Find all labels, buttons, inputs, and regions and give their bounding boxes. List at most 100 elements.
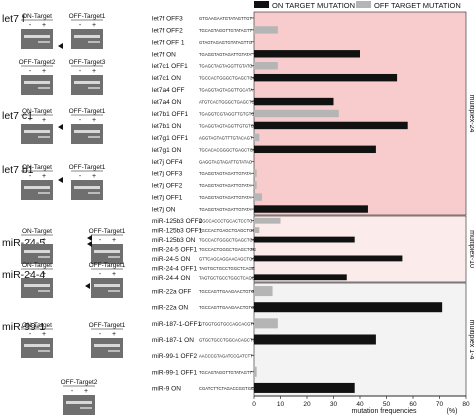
row-sequence: TGCCACTGGGCTGAGCTGG <box>199 76 256 81</box>
row-label: miR-24-5 ON <box>152 256 191 263</box>
bar-off <box>254 62 278 70</box>
row-sequence: GTTCAGCAGGAACAGCTGC <box>199 256 255 261</box>
gel-lane-image <box>91 244 123 264</box>
row-sequence: TGCAGTAGGTTGTATAGTT <box>199 370 252 375</box>
x-tick-label: 0 <box>252 401 256 408</box>
band-arrow-icon <box>85 283 90 289</box>
lane-sign: - <box>79 22 82 29</box>
gel-band <box>94 284 120 287</box>
lane-sign: + <box>92 173 96 180</box>
row-label: let7f OFF2 <box>152 27 183 34</box>
x-tick-label: 50 <box>383 401 391 408</box>
x-tick-label: 30 <box>330 401 338 408</box>
row-sequence: GTAGTAGAGTGTATAGTTG <box>199 40 252 45</box>
gel-band <box>24 186 50 189</box>
lane-sign: - <box>29 68 32 75</box>
lane-sign: + <box>112 331 116 338</box>
row-label: let7g1 OFF1 <box>152 135 189 142</box>
bar-off <box>254 193 262 201</box>
gel-band <box>38 350 50 352</box>
gel-lane-image <box>21 29 53 49</box>
bar-on <box>254 50 360 58</box>
gel-header: OFF-Target1 <box>69 164 106 171</box>
bar-on <box>254 205 368 213</box>
row-sequence: TGCCAGTTGAAGAACTGTG <box>199 289 254 294</box>
bar-off <box>254 286 273 297</box>
gel-lane-image <box>71 29 103 49</box>
legend-label-off: OFF TARGET MUTATION <box>374 1 461 10</box>
bar-on <box>254 382 355 393</box>
row-sequence: AGGTAGTAGTTTGTACAGT <box>199 135 253 140</box>
lane-sign: + <box>112 271 116 278</box>
row-label: let7f ON <box>152 51 176 58</box>
row-label: let7j OFF2 <box>152 183 183 190</box>
row-label: let7b1 OFF1 <box>152 111 189 118</box>
lane-sign: - <box>79 68 82 75</box>
row-sequence: GTGCTGCCTGGCACAGCTG <box>199 338 256 343</box>
row-label: let7g1 ON <box>152 147 182 154</box>
gel-band <box>74 35 100 38</box>
gel-band <box>94 344 120 347</box>
gel-lane-image <box>21 180 53 200</box>
bar-off <box>254 181 257 189</box>
row-sequence: CGATCTTCTAGACCGGTGC <box>199 386 254 391</box>
gel-header: OFF-Target1 <box>89 262 126 269</box>
lane-sign: - <box>29 22 32 29</box>
lane-sign: - <box>79 173 82 180</box>
gel-band <box>74 81 100 84</box>
gel-band <box>24 344 50 347</box>
gel-band <box>24 250 50 253</box>
gel-lane-image <box>21 124 53 144</box>
legend-swatch-on <box>254 1 269 8</box>
gel-header: ON-Target <box>22 228 52 235</box>
lane-sign: - <box>79 117 82 124</box>
gel-lane-image <box>91 278 123 298</box>
lane-sign: - <box>29 237 32 244</box>
lane-sign: + <box>42 173 46 180</box>
row-label: let7f OFF 1 <box>152 39 185 46</box>
group-label: multiplex-10 <box>468 230 474 268</box>
gel-image-panel: let7 fON-Target- +OFF-Target1- +OFF-Target… <box>2 13 126 415</box>
row-label: let7j OFF4 <box>152 159 183 166</box>
bar-off <box>254 318 278 329</box>
bar-on <box>254 334 376 345</box>
row-sequence: TGAGGTAGTAGATTGTATA <box>199 171 252 176</box>
row-sequence: ATGTCACTGGGCTGAGCTG <box>199 100 255 105</box>
gel-band <box>38 192 50 194</box>
gel-lane-image <box>71 75 103 95</box>
row-label: miR-187-1-OFF1 <box>152 321 202 328</box>
lane-sign: + <box>42 22 46 29</box>
gel-band <box>38 256 50 258</box>
gel-panel-label: let7 c1 <box>2 110 33 122</box>
row-sequence: TGCAGTAGGTTGTATAGTT <box>199 28 252 33</box>
gel-panel-label: miR-99-1 <box>2 321 45 333</box>
bar-on <box>254 302 443 313</box>
row-sequence: TGCACACGGGCTGAGCTGG <box>199 147 256 152</box>
gel-band <box>74 130 100 133</box>
row-sequence: GAGGTAGTAGATTGTATAG <box>199 159 252 164</box>
gel-band <box>88 136 100 138</box>
row-label: miR-24-4 OFF1 <box>152 265 198 272</box>
gel-lane-image <box>91 338 123 358</box>
row-label: miR-99-1 OFF1 <box>152 369 198 376</box>
row-sequence: TGAGCTAGTAGGTTGTATG <box>199 64 253 69</box>
row-sequence: TGAGGTCGTAGGTTGTGTG <box>199 112 255 117</box>
x-tick-label: 60 <box>409 401 417 408</box>
gel-band <box>108 290 120 292</box>
bar-on <box>254 97 334 106</box>
legend-label-on: ON TARGET MUTATION <box>272 1 355 10</box>
group-background <box>253 282 467 397</box>
row-label: miR-125b3 OFF2 <box>152 218 203 225</box>
row-label: let7b1 ON <box>152 123 182 130</box>
row-sequence: GTGAAGAATGTATAGTTGT <box>199 16 252 21</box>
row-label: miR-99-1 OFF2 <box>152 353 198 360</box>
row-label: miR-187-1 ON <box>152 337 194 344</box>
bar-on <box>254 236 355 243</box>
x-tick-label: 70 <box>436 401 444 408</box>
gel-header: ON-Target <box>22 164 52 171</box>
band-arrow-icon <box>87 241 92 247</box>
group-background <box>253 11 467 216</box>
gel-band <box>80 407 92 409</box>
x-axis-unit: (%) <box>447 408 458 415</box>
